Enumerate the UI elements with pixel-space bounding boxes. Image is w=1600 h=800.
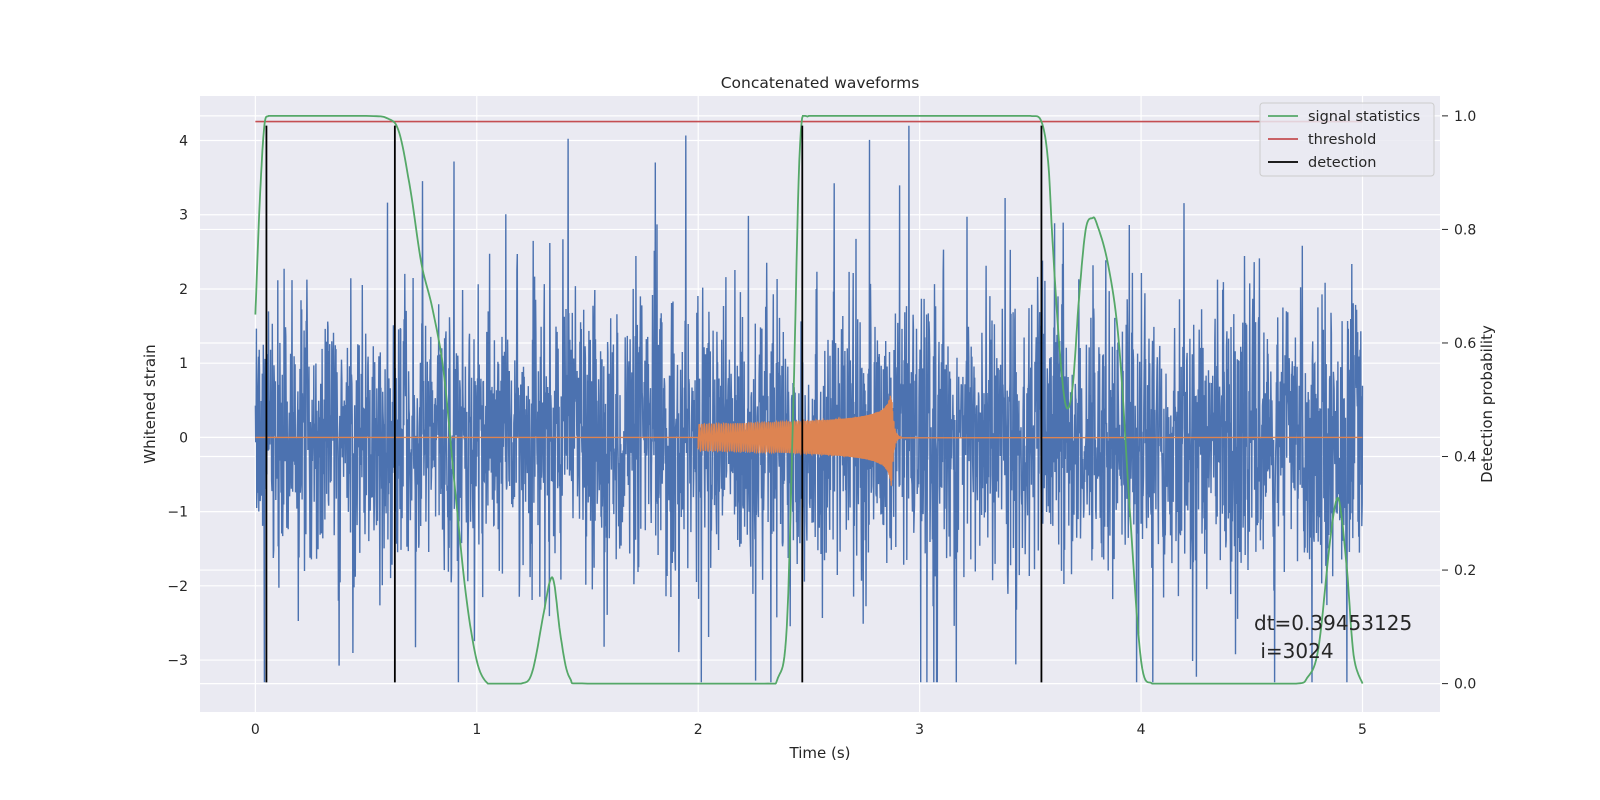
annotation-dt: dt=0.39453125 [1254, 611, 1412, 635]
legend-label-threshold: threshold [1308, 132, 1376, 148]
y-tick-label: −2 [167, 579, 188, 595]
y-tick-label: 1 [179, 356, 188, 372]
y-tick-label: −3 [167, 653, 188, 669]
y-tick-label: 4 [179, 134, 188, 150]
annotation-i: i=3024 [1254, 639, 1334, 663]
legend-label-detection: detection [1308, 155, 1376, 171]
y2-axis-title: Detection probability [1478, 325, 1496, 483]
x-axis-title: Time (s) [789, 744, 851, 762]
x-tick-label: 4 [1137, 722, 1146, 738]
y-tick-labels: −3 −2 −1 0 1 2 3 4 [167, 134, 188, 670]
y2-tick-label: 0.8 [1454, 222, 1476, 238]
y2-tick-label: 0.6 [1454, 336, 1476, 352]
series-injected-chirp [255, 395, 1363, 486]
y-tick-label: 2 [179, 282, 188, 298]
x-tick-label: 5 [1358, 722, 1367, 738]
x-tick-label: 0 [251, 722, 260, 738]
y-tick-label: −1 [167, 505, 188, 521]
series-layer [254, 115, 1364, 685]
y2-tick-label: 0.2 [1454, 563, 1476, 579]
legend-box [1259, 102, 1435, 177]
x-tick-label: 2 [694, 722, 703, 738]
legend: signal statistics threshold detection [1259, 102, 1435, 177]
x-tick-label: 1 [472, 722, 481, 738]
y-tick-label: 0 [179, 430, 188, 446]
x-tick-label: 3 [915, 722, 924, 738]
x-tick-labels: 0 1 2 3 4 5 [251, 722, 1367, 738]
y2-tick-label: 0.0 [1454, 677, 1476, 693]
y2-tick-label: 1.0 [1454, 109, 1476, 125]
y-axis-title: Whitened strain [141, 344, 159, 463]
legend-label-signal-statistics: signal statistics [1308, 109, 1420, 125]
series-signal-statistics [254, 115, 1364, 685]
y-tick-label: 3 [179, 208, 188, 224]
y2-tick-label: 0.4 [1454, 450, 1476, 466]
chart-title: Concatenated waveforms [721, 74, 920, 92]
y2-tick-labels: 0.0 0.2 0.4 0.6 0.8 1.0 [1442, 109, 1476, 693]
